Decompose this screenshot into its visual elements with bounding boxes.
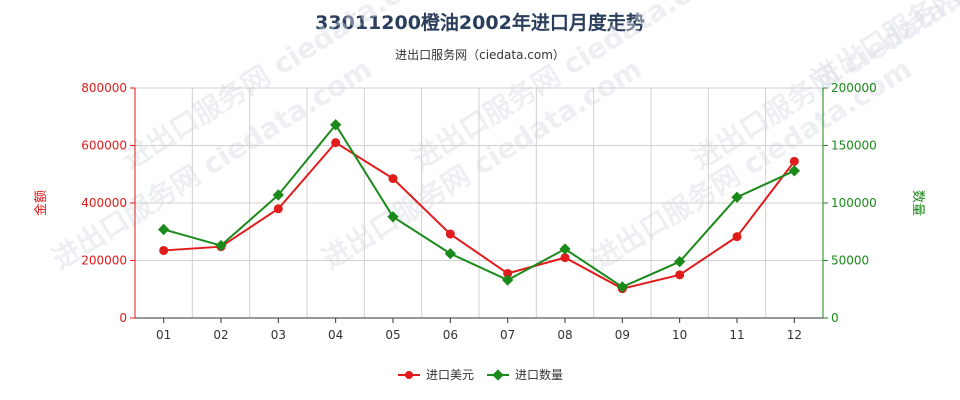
y-right-tick-label: 0 [831, 311, 839, 325]
y-left-tick-label: 800000 [81, 81, 127, 95]
data-point-import-value [331, 138, 341, 148]
x-tick-label: 12 [787, 328, 802, 342]
x-tick-label: 04 [328, 328, 343, 342]
y-left-tick-label: 600000 [81, 139, 127, 153]
data-point-import-quantity [788, 165, 800, 177]
data-point-import-quantity [674, 255, 686, 268]
x-tick-label: 06 [443, 328, 458, 342]
chart-subtitle: 进出口服务网（ciedata.com） [395, 48, 565, 62]
x-tick-label: 08 [557, 328, 572, 342]
x-tick-label: 03 [271, 328, 286, 342]
data-point-import-value [273, 204, 283, 214]
x-tick-label: 05 [385, 328, 400, 342]
x-tick-label: 09 [615, 328, 630, 342]
data-point-import-value [732, 232, 742, 242]
legend-marker [405, 371, 413, 379]
y-left-tick-label: 400000 [81, 196, 127, 210]
series-line-import-value [163, 141, 796, 290]
y-left-tick-label: 0 [119, 311, 127, 325]
series-line-import-quantity [163, 123, 795, 289]
data-point-import-quantity [272, 189, 284, 201]
data-point-import-quantity [444, 247, 456, 260]
data-point-import-quantity [616, 281, 628, 293]
data-point-import-quantity [387, 211, 399, 223]
legend-label: 进口数量 [515, 367, 563, 382]
y-right-tick-label: 50000 [831, 254, 869, 268]
data-point-import-quantity [215, 239, 227, 252]
x-tick-label: 02 [213, 328, 228, 342]
data-point-import-quantity [731, 191, 743, 203]
x-tick-label: 01 [156, 328, 171, 342]
x-tick-label: 11 [729, 328, 744, 342]
data-point-import-value [388, 174, 398, 184]
y-left-tick-label: 200000 [81, 254, 127, 268]
legend-label: 进口美元 [426, 368, 474, 382]
data-point-import-quantity [158, 223, 170, 236]
data-point-import-value [503, 268, 513, 278]
y-right-tick-label: 150000 [831, 139, 877, 153]
x-tick-label: 07 [500, 328, 515, 342]
legend-marker [492, 369, 504, 381]
data-point-import-quantity [502, 274, 514, 286]
y-left-axis-label: 金额 [33, 190, 49, 216]
x-tick-label: 10 [672, 328, 687, 342]
data-point-import-value [675, 270, 685, 280]
chart-title: 33011200橙油2002年进口月度走势 [315, 12, 645, 34]
y-right-axis-label: 数量 [910, 190, 925, 216]
data-point-import-value [560, 253, 570, 263]
data-point-import-value [789, 156, 799, 166]
data-point-import-value [445, 229, 455, 239]
data-point-import-value [159, 245, 169, 255]
y-right-tick-label: 200000 [831, 81, 877, 95]
data-point-import-quantity [559, 243, 571, 255]
y-right-tick-label: 100000 [831, 196, 877, 210]
